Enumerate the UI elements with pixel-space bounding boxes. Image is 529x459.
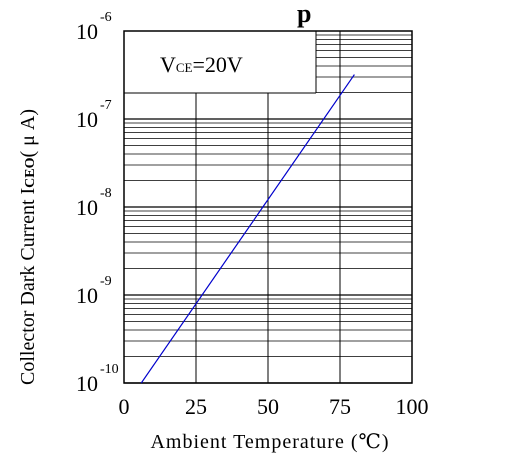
chart-title-fragment: p [297, 0, 311, 28]
x-tick-label: 100 [396, 394, 429, 419]
y-tick-exponent: -7 [100, 98, 112, 113]
series-line [140, 74, 355, 384]
y-tick-exponent: -9 [100, 274, 112, 289]
plot-frame [123, 30, 413, 384]
y-tick-label: 10 [76, 195, 98, 220]
x-tick-label: 25 [185, 394, 207, 419]
x-tick-labels: 0 25 50 75 100 [119, 394, 429, 419]
y-tick-exponent: -8 [100, 186, 112, 201]
y-tick-label: 10 [76, 283, 98, 308]
x-tick-label: 50 [257, 394, 279, 419]
y-tick-label: 10 [76, 19, 98, 44]
y-tick-exponent: -6 [100, 10, 112, 25]
annotation-box [124, 31, 316, 93]
y-axis-title: Collector Dark Current ICEO( μ A) [17, 109, 39, 385]
x-tick-label: 75 [329, 394, 351, 419]
y-tick-label: 10 [76, 371, 98, 396]
y-tick-exponent: -10 [100, 362, 119, 377]
data-series [140, 74, 355, 384]
x-tick-label: 0 [119, 394, 130, 419]
annotation-vce: VCE=20V [160, 52, 243, 77]
x-axis-title: Ambient Temperature (℃) [150, 431, 389, 453]
y-tick-label: 10 [76, 107, 98, 132]
